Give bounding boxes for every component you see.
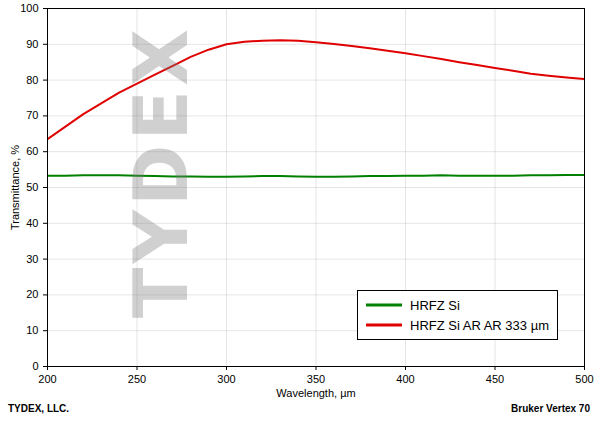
html-text:HRFZ Si AR AR 333 µm: HRFZ Si AR AR 333 µm bbox=[410, 317, 549, 333]
svg-text:350: 350 bbox=[307, 373, 325, 385]
svg-text:30: 30 bbox=[26, 253, 38, 265]
svg-text:400: 400 bbox=[396, 373, 414, 385]
svg-text:80: 80 bbox=[26, 74, 38, 86]
svg-text:500: 500 bbox=[575, 373, 593, 385]
svg-text:0: 0 bbox=[32, 360, 38, 372]
svg-text:Transmittance, %: Transmittance, % bbox=[9, 145, 21, 230]
html-text:Bruker Vertex 70: Bruker Vertex 70 bbox=[511, 403, 590, 414]
svg-text:60: 60 bbox=[26, 145, 38, 157]
html-text:TYDEX, LLC.: TYDEX, LLC. bbox=[8, 403, 70, 414]
html-text:HRFZ Si: HRFZ Si bbox=[410, 297, 460, 313]
svg-text:250: 250 bbox=[128, 373, 146, 385]
html-text:TYDEX: TYDEX bbox=[118, 24, 204, 318]
svg-text:Wavelength, µm: Wavelength, µm bbox=[276, 387, 355, 399]
svg-text:450: 450 bbox=[486, 373, 504, 385]
svg-text:20: 20 bbox=[26, 288, 38, 300]
svg-text:300: 300 bbox=[217, 373, 235, 385]
svg-text:40: 40 bbox=[26, 217, 38, 229]
svg-text:10: 10 bbox=[26, 324, 38, 336]
svg-text:70: 70 bbox=[26, 109, 38, 121]
svg-text:90: 90 bbox=[26, 38, 38, 50]
svg-text:50: 50 bbox=[26, 181, 38, 193]
svg-text:100: 100 bbox=[20, 2, 38, 14]
svg-text:200: 200 bbox=[38, 373, 56, 385]
